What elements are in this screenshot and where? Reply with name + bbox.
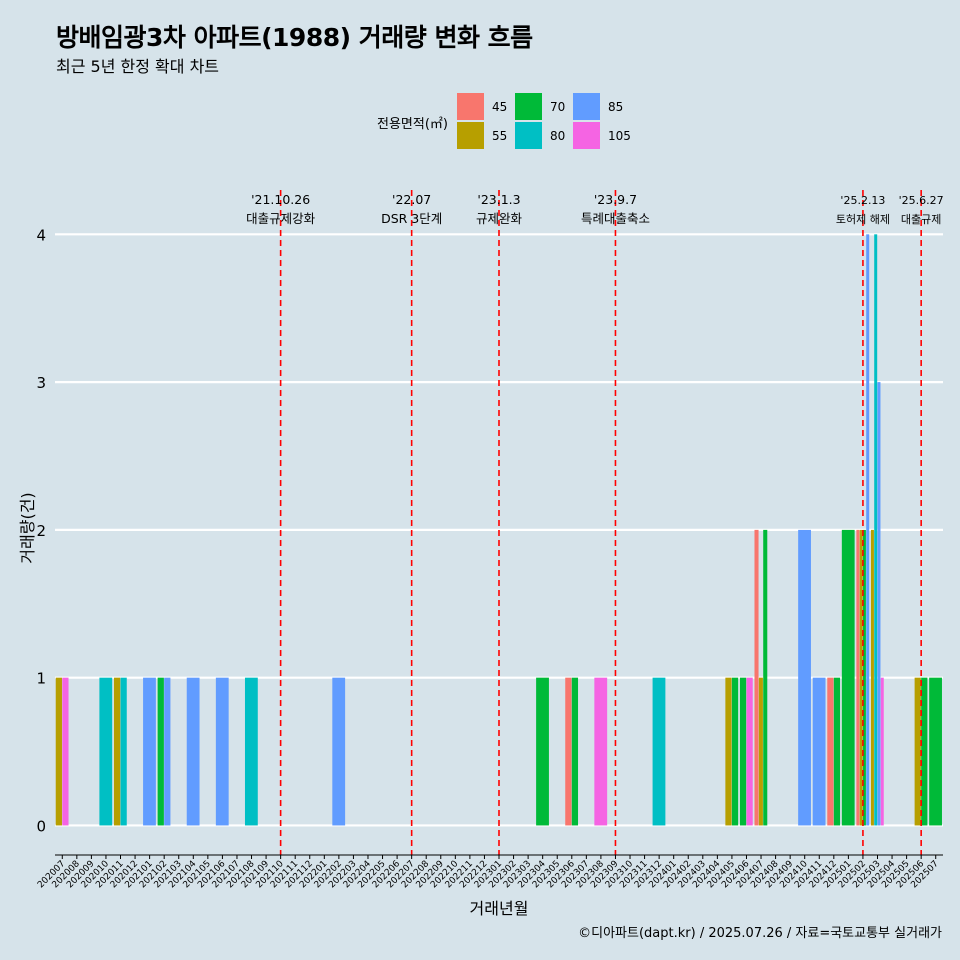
bar-202102-85 <box>164 677 171 826</box>
bar-202106-85 <box>215 677 229 826</box>
source-caption: ©디아파트(dapt.kr) / 2025.07.26 / 자료=국토교통부 실… <box>578 926 942 941</box>
bar-202306-45 <box>565 677 572 826</box>
bar-202407-70 <box>763 529 768 826</box>
bar-202410-85 <box>798 529 811 826</box>
bar-202412-45 <box>827 677 834 826</box>
event-label: 특례대출축소 <box>581 211 650 226</box>
legend-swatch-80 <box>515 122 542 149</box>
legend-label-105: 105 <box>608 129 631 143</box>
bar-202007-105 <box>62 677 69 826</box>
legend: 전용면적(㎡) 45 55 70 80 85 105 <box>377 93 631 149</box>
bar-202503-80 <box>874 234 878 826</box>
event-label: 대출규제강화 <box>246 211 316 226</box>
bar-202502-85 <box>866 234 870 826</box>
event-date: '25.6.27 <box>899 194 944 207</box>
legend-swatch-105 <box>573 122 600 149</box>
bar-202304-70 <box>536 677 549 826</box>
legend-label-70: 70 <box>550 100 565 114</box>
event-date: '21.10.26 <box>251 192 310 207</box>
bar-202010-80 <box>99 677 113 826</box>
legend-label-45: 45 <box>492 100 507 114</box>
y-tick-label: 2 <box>36 522 46 540</box>
bar-202407-45 <box>754 529 759 826</box>
bar-202411-85 <box>812 677 826 826</box>
bar-202405-55 <box>725 677 732 826</box>
legend-label-55: 55 <box>492 129 507 143</box>
event-date: '22.07 <box>392 192 431 207</box>
bar-202308-105 <box>594 677 608 826</box>
event-label: DSR 3단계 <box>381 211 442 226</box>
y-tick-label: 4 <box>36 226 46 244</box>
bar-202011-55 <box>113 677 121 826</box>
bar-202412-70 <box>833 677 841 826</box>
bar-202506-70 <box>921 677 928 826</box>
event-date: '23.9.7 <box>594 192 637 207</box>
legend-swatch-85 <box>573 93 600 120</box>
event-label: 토허제 해제 <box>836 212 890 226</box>
y-tick-label: 0 <box>36 817 46 835</box>
chart-subtitle: 최근 5년 한정 확대 차트 <box>56 57 220 76</box>
event-lines <box>279 190 922 855</box>
legend-swatch-70 <box>515 93 542 120</box>
bar-202312-80 <box>652 677 666 826</box>
y-tick-label: 3 <box>36 374 46 392</box>
bar-202503-85 <box>877 382 881 826</box>
event-label: 규제완화 <box>476 211 523 226</box>
bar-series <box>55 234 942 826</box>
bar-202503-55 <box>870 529 874 826</box>
bar-202502-70 <box>862 529 866 826</box>
bar-202101-85 <box>143 677 156 826</box>
bar-202502-45 <box>856 529 860 826</box>
bar-202104-85 <box>186 677 200 826</box>
bar-202306-70 <box>571 677 579 826</box>
legend-label-85: 85 <box>608 100 623 114</box>
bar-202501-70 <box>841 529 855 826</box>
chart-title: 방배임광3차 아파트(1988) 거래량 변화 흐름 <box>56 23 533 52</box>
bar-202503-105 <box>880 677 884 826</box>
event-date: '25.2.13 <box>840 194 885 207</box>
legend-swatch-55 <box>457 122 484 149</box>
bar-202405-70 <box>731 677 739 826</box>
y-axis: 0 1 2 3 4 <box>36 226 46 835</box>
legend-swatch-45 <box>457 93 484 120</box>
event-label: 대출규제 <box>901 213 941 226</box>
bar-202406-70 <box>739 677 747 826</box>
y-tick-label: 1 <box>36 670 46 688</box>
x-axis-title: 거래년월 <box>470 899 529 918</box>
event-date: '23.1.3 <box>477 192 520 207</box>
bar-202506-55 <box>914 677 921 826</box>
legend-label-80: 80 <box>550 129 565 143</box>
y-axis-title: 거래량(건) <box>18 492 37 563</box>
legend-title: 전용면적(㎡) <box>377 117 448 132</box>
bar-202502-55 <box>859 529 863 826</box>
bar-202108-80 <box>244 677 258 826</box>
bar-202507-70 <box>929 677 942 826</box>
event-annotations: '21.10.26 대출규제강화 '22.07 DSR 3단계 '23.1.3 규제완화 '… <box>246 192 944 226</box>
bar-202406-105 <box>746 677 753 826</box>
bar-202407-55 <box>758 677 763 826</box>
bar-202202-85 <box>332 677 346 826</box>
bar-202007-55 <box>55 677 62 826</box>
bar-202011-80 <box>120 677 127 826</box>
bar-202102-70 <box>157 677 164 826</box>
x-axis: 2020072020082020092020102020112020122021… <box>36 854 943 890</box>
